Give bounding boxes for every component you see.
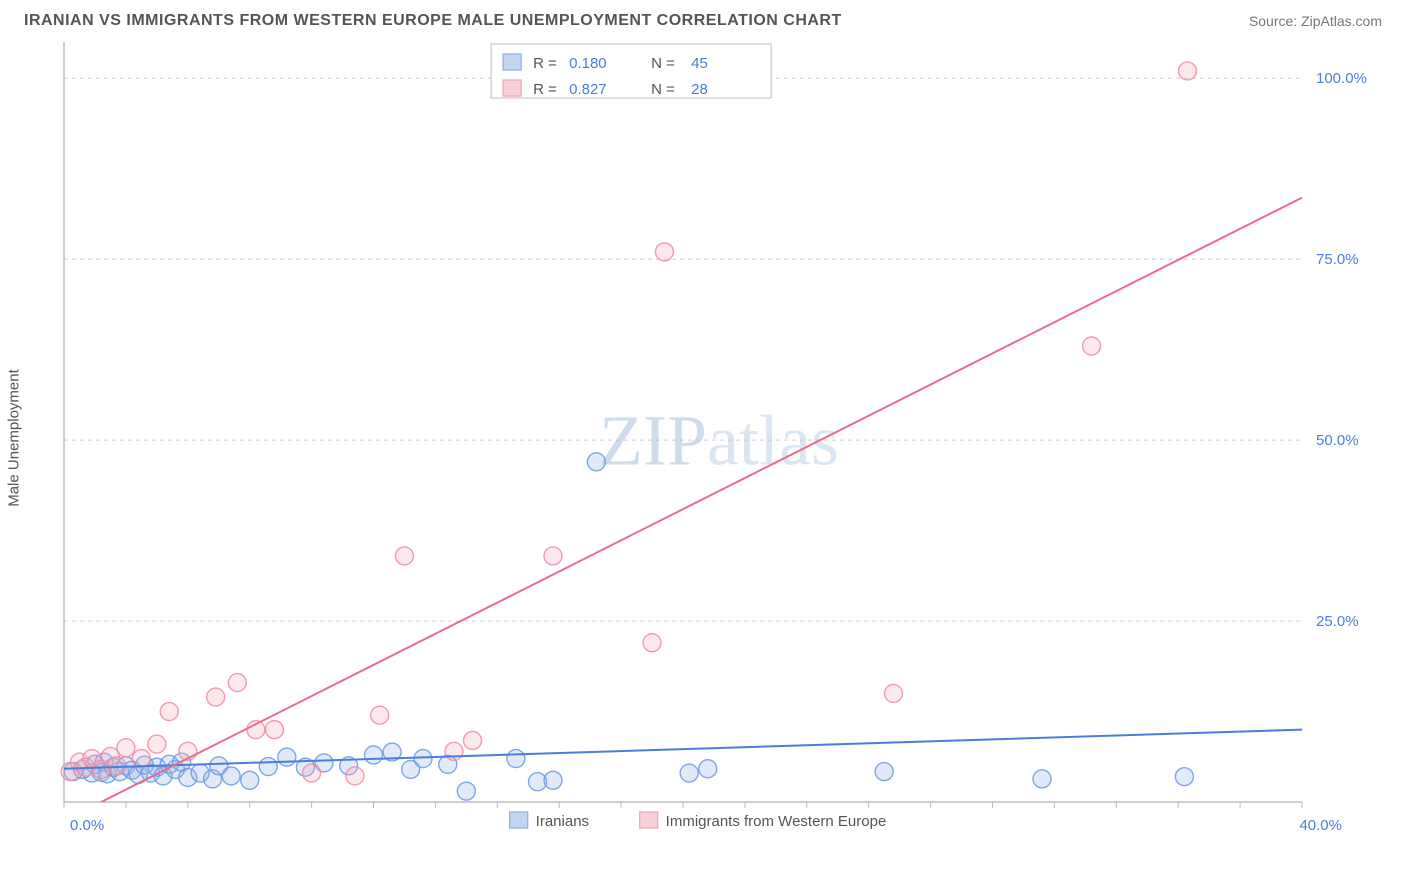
data-point [148,735,166,753]
data-point [222,767,240,785]
data-point [464,731,482,749]
data-point [265,721,283,739]
data-point [587,453,605,471]
legend-r-label: R = [533,81,557,98]
data-point [544,771,562,789]
data-point [680,764,698,782]
data-point [643,634,661,652]
data-point [1033,770,1051,788]
legend-r-value: 0.180 [569,55,607,72]
data-point [108,757,126,775]
regression-line [101,198,1302,802]
data-point [655,243,673,261]
watermark: ZIPatlas [599,400,839,480]
data-point [346,767,364,785]
data-point [228,674,246,692]
legend-r-label: R = [533,55,557,72]
legend-swatch [503,80,521,96]
y-tick-label: 75.0% [1316,251,1359,268]
legend-r-value: 0.827 [569,81,607,98]
legend-n-value: 45 [691,55,708,72]
legend-series-label: Iranians [536,813,589,830]
source-label: Source: ZipAtlas.com [1249,13,1382,29]
x-tick-label: 0.0% [70,817,104,834]
data-point [117,739,135,757]
legend-swatch [510,812,528,828]
data-point [1175,768,1193,786]
data-point [1178,62,1196,80]
data-point [507,750,525,768]
y-tick-label: 50.0% [1316,432,1359,449]
legend-n-label: N = [651,81,675,98]
data-point [241,771,259,789]
data-point [207,688,225,706]
legend-n-value: 28 [691,81,708,98]
data-point [160,703,178,721]
data-point [414,750,432,768]
data-point [884,684,902,702]
chart-container: Male Unemployment 25.0%50.0%75.0%100.0%0… [56,38,1382,838]
legend-n-label: N = [651,55,675,72]
data-point [303,764,321,782]
y-axis-label: Male Unemployment [6,369,23,507]
data-point [371,706,389,724]
data-point [445,742,463,760]
legend-series-label: Immigrants from Western Europe [666,813,887,830]
data-point [875,763,893,781]
data-point [544,547,562,565]
data-point [365,746,383,764]
data-point [259,758,277,776]
legend-swatch [640,812,658,828]
y-tick-label: 25.0% [1316,613,1359,630]
data-point [395,547,413,565]
scatter-chart: 25.0% 50.0% 75.0% 100.0% 0.0% 40.0% ZIPatlas R … [56,38,1382,858]
data-point [132,750,150,768]
data-point [278,748,296,766]
data-point [1083,337,1101,355]
data-point [457,782,475,800]
y-tick-label: 100.0% [1316,70,1367,87]
legend-swatch [503,54,521,70]
x-tick-label: 40.0% [1299,817,1342,834]
chart-title: IRANIAN VS IMMIGRANTS FROM WESTERN EUROP… [24,12,842,30]
data-point [699,760,717,778]
